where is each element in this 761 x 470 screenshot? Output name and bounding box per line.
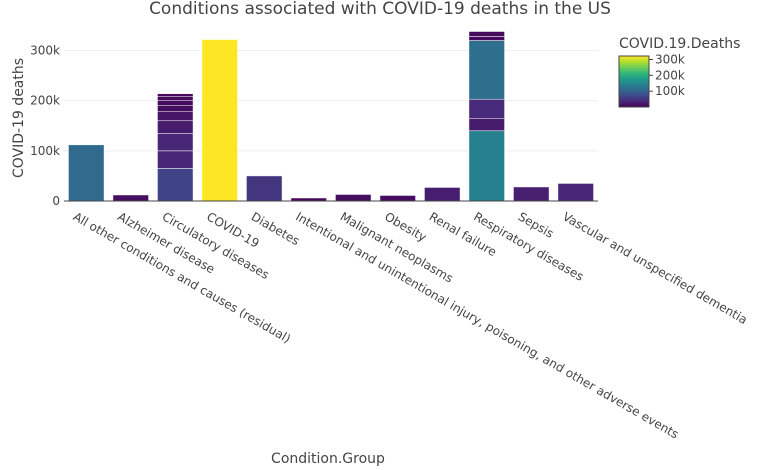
bar-segment — [513, 186, 550, 202]
x-tick-label: Vascular and unspecified dementia — [560, 209, 750, 326]
chart-title: Conditions associated with COVID-19 deat… — [149, 0, 611, 19]
bar-segment — [68, 144, 105, 202]
bar-segment — [468, 130, 505, 202]
colorbar-tick-label: 200k — [655, 68, 685, 82]
colorbar-tick-label: 100k — [655, 84, 685, 98]
bar-segment — [201, 39, 238, 202]
y-tick-labels: 0 100k 200k 300k — [30, 44, 60, 208]
bar-segment — [157, 105, 194, 112]
bar-segment — [157, 168, 194, 202]
bar-segment — [157, 120, 194, 134]
x-axis-title: Condition.Group — [271, 451, 385, 467]
y-tick-label: 200k — [30, 94, 60, 108]
bar-segment — [112, 194, 149, 202]
colorbar-tick-label: 300k — [655, 52, 685, 66]
bar-segment — [157, 133, 194, 152]
bar-segment — [246, 175, 283, 202]
y-tick-label: 100k — [30, 144, 60, 158]
bar-segment — [157, 93, 194, 97]
bar-segment — [468, 36, 505, 41]
colorbar-gradient — [618, 55, 650, 108]
bar-segment — [424, 187, 461, 202]
bar-segment — [468, 118, 505, 132]
bar-segment — [379, 195, 416, 202]
bar-segment — [468, 40, 505, 100]
bar-segment — [557, 183, 594, 202]
grid-lines — [64, 50, 598, 152]
bar-segment — [157, 150, 194, 169]
y-axis-title: COVID-19 deaths — [11, 58, 27, 178]
y-tick-label: 0 — [52, 194, 60, 208]
bars — [68, 31, 594, 202]
colorbar-ticks: 100k 200k 300k — [649, 52, 685, 98]
bar-segment — [157, 96, 194, 101]
bar-segment — [468, 98, 505, 119]
bar-segment — [335, 194, 372, 202]
bar-segment — [157, 100, 194, 106]
bar-segment — [468, 31, 505, 37]
colorbar-title: COVID.19.Deaths — [619, 36, 740, 52]
bar-segment — [157, 111, 194, 122]
x-tick-labels: All other conditions and causes (residua… — [71, 209, 750, 441]
y-tick-label: 300k — [30, 44, 60, 58]
colorbar: COVID.19.Deaths 100k 200k 300k — [618, 36, 740, 108]
